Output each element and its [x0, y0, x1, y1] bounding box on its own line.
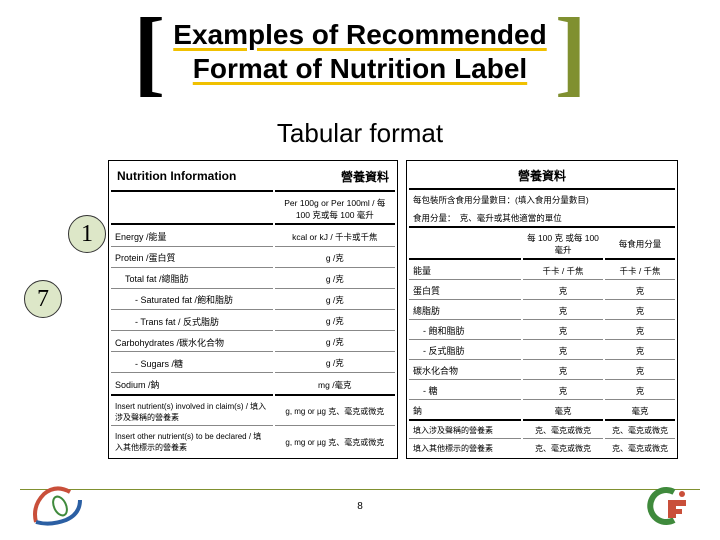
- t1-row-label: Protein /蛋白質: [111, 249, 273, 268]
- t2-serving-1: 每包裝所含食用分量數目：(填入食用分量數目): [409, 192, 675, 208]
- t2-row-label: 鈉: [409, 402, 521, 421]
- t2-footer-unit-2: 克、毫克或微克: [605, 441, 675, 456]
- t1-row-label: Sodium /鈉: [111, 375, 273, 395]
- t2-row-unit-1: 克: [523, 302, 603, 320]
- t1-footer-label: Insert other nutrient(s) to be declared …: [111, 428, 273, 456]
- t2-row-unit-1: 千卡 / 千焦: [523, 262, 603, 280]
- title-text: Examples of Recommended Format of Nutrit…: [173, 18, 546, 85]
- bracket-left-icon: [: [133, 18, 165, 85]
- t2-row-label: - 反式脂肪: [409, 342, 521, 360]
- t2-row-label: 蛋白質: [409, 282, 521, 300]
- t2-footer-unit-1: 克、毫克或微克: [523, 441, 603, 456]
- t2-row-unit-1: 克: [523, 362, 603, 380]
- t2-row-unit-2: 克: [605, 302, 675, 320]
- t2-footer-label: 填入其他標示的營養素: [409, 441, 521, 456]
- t2-row-unit-2: 毫克: [605, 402, 675, 421]
- t1-header-zh: 營養資料: [275, 163, 395, 192]
- tables-container: Nutrition Information 營養資料 Per 100g or P…: [108, 160, 690, 459]
- page-number: 8: [0, 501, 720, 512]
- t2-row-label: - 糖: [409, 382, 521, 400]
- t2-row-unit-2: 克: [605, 282, 675, 300]
- t2-row-label: - 飽和脂肪: [409, 322, 521, 340]
- t2-row-label: 能量: [409, 262, 521, 280]
- t1-row-unit: g /克: [275, 249, 395, 268]
- t2-row-label: 碳水化合物: [409, 362, 521, 380]
- bubble-1-text: 1: [81, 221, 93, 248]
- t2-row-unit-1: 克: [523, 342, 603, 360]
- t1-row-unit: kcal or kJ / 千卡或千焦: [275, 227, 395, 246]
- t1-row-label: Energy /能量: [111, 227, 273, 246]
- t1-row-label: - Trans fat / 反式脂肪: [111, 312, 273, 331]
- title-line-1: Examples of Recommended: [173, 19, 546, 50]
- subtitle: Tabular format: [0, 118, 720, 149]
- t1-row-unit: g /克: [275, 333, 395, 352]
- t2-footer-unit-1: 克、毫克或微克: [523, 423, 603, 439]
- t1-row-unit: g /克: [275, 312, 395, 331]
- t2-footer-label: 填入涉及聲稱的營養素: [409, 423, 521, 439]
- bubble-7-text: 7: [37, 286, 49, 313]
- t2-col2: 每食用分量: [605, 230, 675, 260]
- t1-row-label: Carbohydrates /碳水化合物: [111, 333, 273, 352]
- t1-row-unit: g /克: [275, 291, 395, 310]
- t2-row-unit-2: 千卡 / 千焦: [605, 262, 675, 280]
- title-line-2: Format of Nutrition Label: [193, 53, 527, 84]
- t2-row-unit-2: 克: [605, 322, 675, 340]
- t2-serving-2: 食用分量： 克、毫升或其他適當的單位: [409, 210, 675, 228]
- nutrition-table-chinese: 營養資料 每包裝所含食用分量數目：(填入食用分量數目) 食用分量： 克、毫升或其…: [406, 160, 678, 459]
- t1-row-unit: g /克: [275, 270, 395, 289]
- t1-row-unit: g /克: [275, 354, 395, 373]
- t2-header: 營養資料: [409, 163, 675, 190]
- t2-row-unit-1: 毫克: [523, 402, 603, 421]
- t1-footer-unit: g, mg or µg 克、毫克或微克: [275, 428, 395, 456]
- t2-footer-unit-2: 克、毫克或微克: [605, 423, 675, 439]
- t1-footer-unit: g, mg or µg 克、毫克或微克: [275, 398, 395, 427]
- t1-header-en: Nutrition Information: [111, 163, 273, 192]
- t2-row-unit-1: 克: [523, 322, 603, 340]
- bracket-right-icon: ]: [555, 18, 587, 85]
- t2-row-unit-2: 克: [605, 342, 675, 360]
- t1-col-header: Per 100g or Per 100ml / 每 100 克或每 100 毫升: [275, 194, 395, 226]
- t1-footer-label: Insert nutrient(s) involved in claim(s) …: [111, 398, 273, 427]
- slide-title: [ Examples of Recommended Format of Nutr…: [70, 18, 650, 85]
- t1-row-label: - Sugars /糖: [111, 354, 273, 373]
- t2-row-unit-2: 克: [605, 382, 675, 400]
- callout-bubble-7: 7: [24, 280, 62, 318]
- nutrition-table-english: Nutrition Information 營養資料 Per 100g or P…: [108, 160, 398, 459]
- t2-col1: 每 100 克 或每 100 毫升: [523, 230, 603, 260]
- t1-row-label: Total fat /總脂肪: [111, 270, 273, 289]
- t1-row-unit: mg /毫克: [275, 375, 395, 395]
- t2-row-label: 總脂肪: [409, 302, 521, 320]
- t2-row-unit-1: 克: [523, 382, 603, 400]
- t2-row-unit-1: 克: [523, 282, 603, 300]
- footer-divider: [20, 489, 700, 490]
- callout-bubble-1: 1: [68, 215, 106, 253]
- t2-row-unit-2: 克: [605, 362, 675, 380]
- t1-row-label: - Saturated fat /飽和脂肪: [111, 291, 273, 310]
